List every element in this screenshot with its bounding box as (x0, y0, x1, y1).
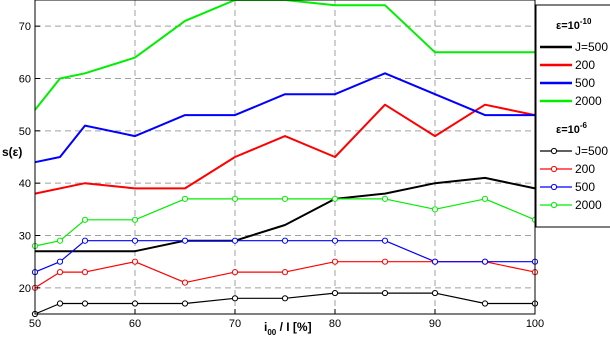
legend-label: 2000 (575, 198, 602, 212)
data-point (282, 196, 287, 201)
legend-label: 200 (575, 58, 595, 72)
x-tick-label: 60 (129, 318, 141, 330)
y-tick-label: 50 (19, 126, 31, 138)
data-point (382, 238, 387, 243)
y-tick-label: 30 (19, 231, 31, 243)
legend-label: 200 (575, 162, 595, 176)
data-point (382, 196, 387, 201)
y-tick-label: 20 (19, 283, 31, 295)
data-point (232, 296, 237, 301)
y-tick-label: 60 (19, 74, 31, 86)
data-point (82, 301, 87, 306)
data-point (182, 280, 187, 285)
series-2 (35, 73, 535, 162)
data-point (82, 217, 87, 222)
legend-marker (551, 166, 556, 171)
chart-series (32, 0, 537, 317)
x-tick-label: 50 (29, 318, 41, 330)
series-line-2 (35, 73, 535, 162)
data-point (332, 290, 337, 295)
data-point (132, 238, 137, 243)
data-point (432, 259, 437, 264)
legend-marker (551, 148, 556, 153)
data-point (182, 301, 187, 306)
data-point (332, 259, 337, 264)
data-point (132, 259, 137, 264)
data-point (482, 301, 487, 306)
x-axis-label-rest: / I [%] (276, 320, 311, 334)
data-point (82, 238, 87, 243)
data-point (57, 270, 62, 275)
data-point (282, 296, 287, 301)
data-point (282, 270, 287, 275)
legend-marker (551, 184, 556, 189)
data-point (182, 196, 187, 201)
legend-label: 500 (575, 76, 595, 90)
data-point (182, 238, 187, 243)
data-point (332, 238, 337, 243)
y-axis-label: s(ε) (2, 145, 22, 159)
y-tick-label: 40 (19, 178, 31, 190)
legend: ε=10-10 ε=10-6 J=5002005002000J=50020050… (536, 5, 610, 227)
x-axis-label: i00 / I [%] (264, 320, 312, 337)
legend-heading-2-base: ε=10 (556, 124, 580, 136)
data-point (57, 238, 62, 243)
legend-heading-1-base: ε=10 (556, 20, 580, 32)
legend-label: 500 (575, 180, 595, 194)
axis-ticks: 50 60 70 80 90 100 20 30 40 50 60 70 (19, 21, 544, 330)
legend-box (536, 5, 610, 227)
data-point (132, 301, 137, 306)
data-point (432, 207, 437, 212)
legend-label: J=500 (575, 40, 608, 54)
data-point (382, 259, 387, 264)
data-point (482, 196, 487, 201)
data-point (132, 217, 137, 222)
data-point (232, 196, 237, 201)
data-point (282, 238, 287, 243)
data-point (382, 290, 387, 295)
x-tick-label: 100 (526, 318, 544, 330)
series-5 (32, 259, 537, 290)
legend-heading-2-exp: -6 (580, 121, 588, 130)
y-tick-label: 70 (19, 21, 31, 33)
series-4 (32, 290, 537, 316)
legend-marker (551, 202, 556, 207)
legend-label: 2000 (575, 94, 602, 108)
x-tick-label: 70 (229, 318, 241, 330)
legend-label: J=500 (575, 144, 608, 158)
data-point (432, 290, 437, 295)
data-point (57, 301, 62, 306)
data-point (57, 259, 62, 264)
data-point (482, 259, 487, 264)
data-point (82, 270, 87, 275)
data-point (232, 238, 237, 243)
data-point (332, 196, 337, 201)
legend-heading-1-exp: -10 (580, 17, 592, 26)
x-tick-label: 80 (329, 318, 341, 330)
data-point (232, 270, 237, 275)
x-tick-label: 90 (429, 318, 441, 330)
